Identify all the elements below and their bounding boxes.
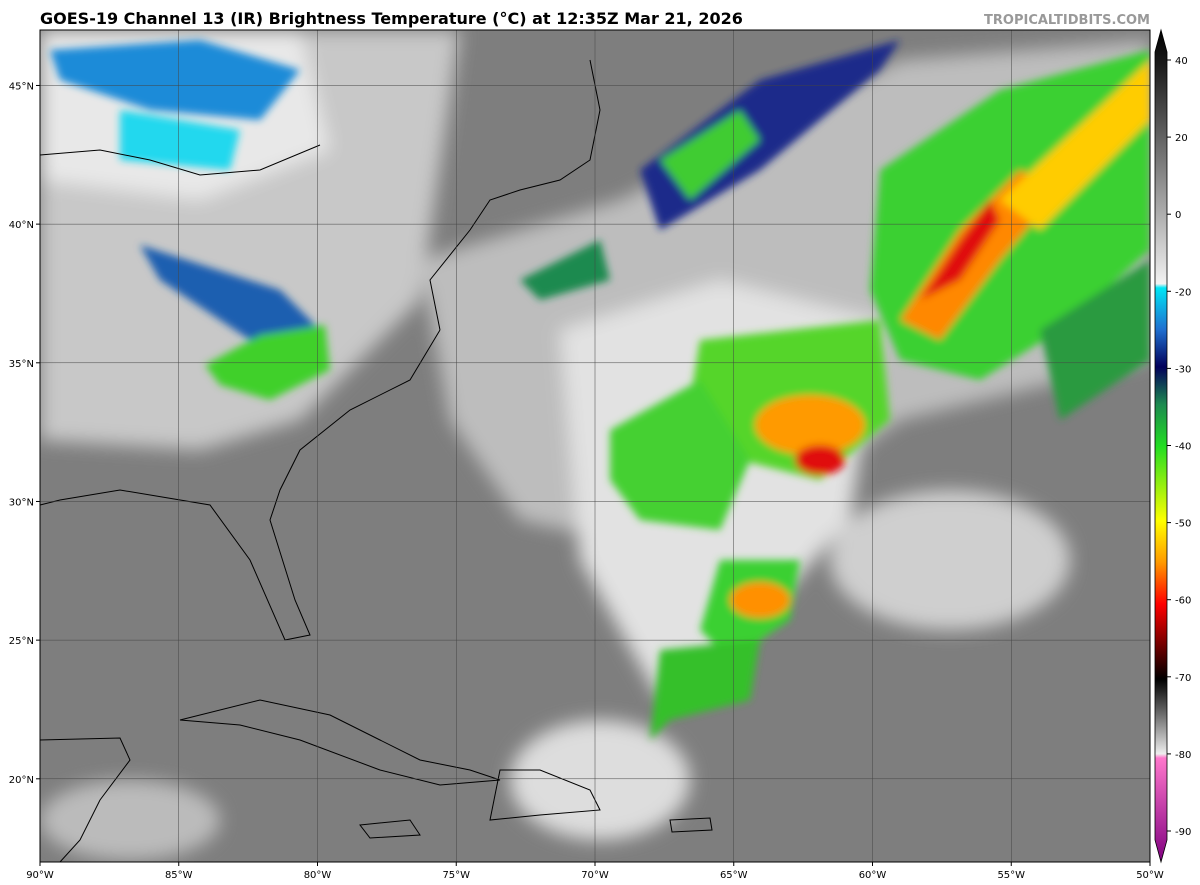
credit: TROPICALTIDBITS.COM (984, 13, 1150, 28)
lon-tick-label: 85°W (165, 870, 193, 881)
lat-tick-label: 20°N (9, 775, 34, 786)
lon-tick-label: 75°W (442, 870, 470, 881)
colorbar-tick-label: -60 (1175, 596, 1191, 607)
lon-tick-label: 55°W (997, 870, 1025, 881)
lon-tick-label: 80°W (304, 870, 332, 881)
colorbar-tick-label: 40 (1175, 56, 1188, 67)
colorbar-tick-label: -20 (1175, 287, 1191, 298)
colorbar-tick-label: -30 (1175, 364, 1191, 375)
title: GOES-19 Channel 13 (IR) Brightness Tempe… (40, 9, 743, 28)
lon-tick-label: 50°W (1136, 870, 1164, 881)
lat-tick-label: 35°N (9, 359, 34, 370)
colorbar-tick-label: -70 (1175, 673, 1191, 684)
colorbar-tick-label: -40 (1175, 442, 1191, 453)
lat-tick-label: 40°N (9, 220, 34, 231)
lat-tick-label: 25°N (9, 636, 34, 647)
lon-tick-label: 65°W (720, 870, 748, 881)
colorbar-tick-label: 20 (1175, 133, 1188, 144)
colorbar (1154, 28, 1168, 864)
colorbar-tick-label: -90 (1175, 827, 1191, 838)
lat-tick-label: 30°N (9, 497, 34, 508)
colorbar-tick-label: 0 (1175, 210, 1181, 221)
graticule (40, 30, 1150, 862)
colorbar-tick-label: -80 (1175, 750, 1191, 761)
lat-tick-label: 45°N (9, 81, 34, 92)
lon-tick-label: 70°W (581, 870, 609, 881)
colorbar-tick-label: -50 (1175, 519, 1191, 530)
lon-tick-label: 90°W (26, 870, 54, 881)
lon-tick-label: 60°W (859, 870, 887, 881)
